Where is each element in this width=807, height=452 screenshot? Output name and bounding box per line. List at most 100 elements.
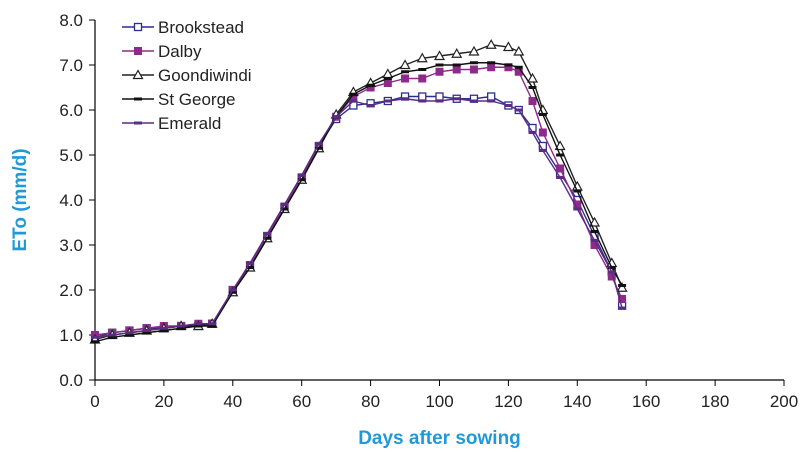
series-layer (89, 39, 628, 344)
legend-label: Emerald (158, 114, 221, 133)
data-point (297, 173, 306, 177)
data-point (401, 97, 410, 101)
x-tick-label: 160 (632, 392, 660, 411)
data-point (607, 266, 616, 269)
data-point (108, 333, 117, 337)
legend-marker (133, 22, 143, 32)
data-point (573, 207, 582, 211)
data-point (469, 99, 478, 103)
data-point (618, 306, 627, 310)
x-tick-label: 20 (154, 392, 173, 411)
data-point (528, 131, 537, 134)
data-point (451, 48, 463, 58)
x-tick-label: 180 (701, 392, 729, 411)
y-tick-label: 3.0 (59, 236, 83, 255)
data-point (573, 189, 582, 193)
data-point (108, 335, 117, 339)
y-tick-label: 6.0 (59, 101, 83, 120)
data-point (435, 92, 444, 101)
x-tick-label: 60 (292, 392, 311, 411)
data-point (332, 115, 341, 119)
data-point (526, 72, 539, 83)
legend-marker (132, 69, 144, 80)
data-point (177, 326, 186, 330)
data-point (487, 99, 496, 103)
legend-label: Brookstead (158, 18, 244, 37)
data-point (177, 324, 186, 328)
data-point (556, 176, 565, 179)
data-point (590, 230, 599, 233)
data-point (246, 266, 255, 269)
data-point (528, 86, 537, 89)
y-tick-label: 2.0 (59, 281, 83, 300)
data-point (349, 99, 358, 103)
y-tick-label: 7.0 (59, 56, 83, 75)
y-tick-label: 5.0 (59, 146, 83, 165)
data-point (469, 61, 478, 65)
data-point (504, 104, 513, 107)
x-tick-label: 40 (223, 392, 242, 411)
data-point (590, 239, 599, 242)
data-point (418, 99, 427, 103)
y-tick-label: 0.0 (59, 371, 83, 390)
data-point (435, 67, 444, 76)
data-point (618, 295, 627, 303)
x-axis-title: Days after sowing (358, 428, 521, 449)
data-point (159, 329, 168, 332)
data-point (514, 65, 523, 69)
x-tick-label: 200 (770, 392, 798, 411)
data-point (142, 329, 151, 332)
y-tick-label: 8.0 (59, 11, 83, 30)
x-tick-label: 100 (425, 392, 453, 411)
data-point (382, 68, 394, 79)
x-tick-label: 0 (90, 392, 99, 411)
data-point (435, 99, 444, 103)
data-point (469, 65, 478, 74)
data-point (616, 282, 628, 292)
data-point (433, 50, 446, 61)
data-point (399, 59, 411, 70)
data-point (297, 178, 306, 182)
data-point (513, 45, 525, 56)
series-goondiwindi (89, 39, 628, 344)
data-point (91, 335, 99, 339)
data-point (280, 207, 289, 211)
data-point (125, 333, 134, 337)
axes: 0 20 40 60 80 100 120 140 160 180 200 0.0 1.0 2.0 3.0… (59, 11, 798, 411)
data-point (366, 104, 375, 107)
series-emerald (91, 97, 627, 339)
legend-label: Goondiwindi (158, 66, 252, 85)
legend-label: Dalby (158, 42, 202, 61)
data-point (514, 108, 523, 112)
data-point (607, 270, 616, 274)
data-point (487, 92, 496, 101)
x-tick-label: 140 (563, 392, 591, 411)
data-point (314, 142, 323, 146)
data-point (452, 65, 461, 74)
legend-item: Dalby (122, 42, 202, 61)
legend-marker (134, 47, 142, 55)
data-point (246, 261, 255, 265)
data-point (366, 83, 375, 87)
data-point (263, 236, 272, 240)
data-point (435, 63, 444, 67)
data-point (468, 45, 480, 56)
x-tick-label: 80 (361, 392, 380, 411)
legend: Brookstead Dalby Goondiwindi St George Emera… (122, 18, 252, 133)
y-axis-ticks: 0.0 1.0 2.0 3.0 4.0 5.0 6.0 7.0 8.0 (59, 11, 95, 390)
x-axis-ticks: 0 20 40 60 80 100 120 140 160 180 200 (90, 380, 798, 411)
data-point (418, 74, 427, 83)
x-tick-label: 120 (494, 392, 522, 411)
data-point (487, 63, 496, 72)
y-tick-label: 1.0 (59, 326, 83, 345)
data-point (538, 113, 547, 116)
data-point (538, 149, 547, 152)
data-point (554, 140, 566, 151)
data-point (383, 99, 392, 103)
legend-marker (134, 121, 142, 125)
data-point (538, 128, 547, 137)
legend-label: St George (158, 90, 236, 109)
legend-item: St George (122, 90, 236, 109)
data-point (418, 92, 427, 101)
